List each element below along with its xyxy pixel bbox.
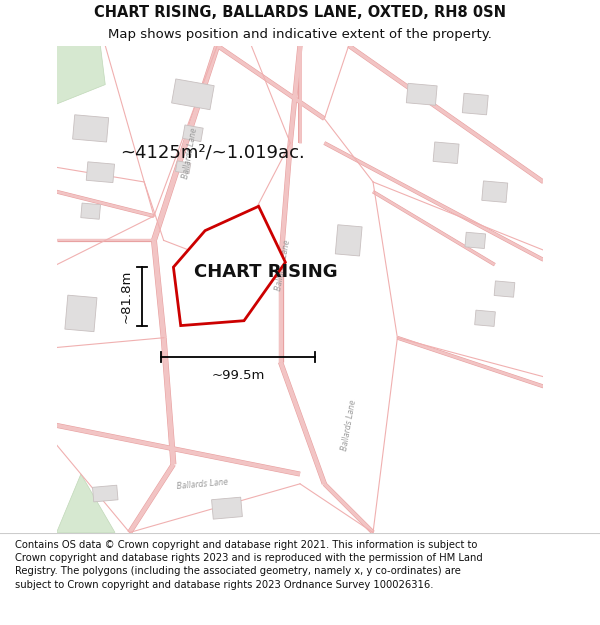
Bar [212,497,242,519]
Text: ~4125m²/~1.019ac.: ~4125m²/~1.019ac. [120,144,305,162]
Bar [73,115,109,142]
Bar [335,225,362,256]
Text: Ballards Lane: Ballards Lane [182,126,199,179]
Bar [176,161,191,174]
Bar [182,125,203,142]
Bar [433,142,459,164]
Bar [86,162,115,182]
Bar [81,203,100,219]
Polygon shape [56,474,115,532]
Bar [463,93,488,115]
Bar [172,79,214,109]
Bar [406,83,437,105]
Text: Map shows position and indicative extent of the property.: Map shows position and indicative extent… [108,28,492,41]
Bar [65,295,97,332]
Polygon shape [56,46,105,104]
Text: Ballards Lane: Ballards Lane [176,477,229,491]
Text: Ballards Lane: Ballards Lane [340,399,358,452]
Text: ~99.5m: ~99.5m [211,369,265,382]
Text: ~81.8m: ~81.8m [120,269,133,323]
Bar [494,281,515,297]
Text: CHART RISING, BALLARDS LANE, OXTED, RH8 0SN: CHART RISING, BALLARDS LANE, OXTED, RH8 … [94,5,506,20]
Text: Ballards Lane: Ballards Lane [274,239,292,291]
Text: CHART RISING: CHART RISING [194,263,338,281]
Bar [475,310,496,326]
Bar [465,232,485,249]
Bar [482,181,508,203]
Polygon shape [173,206,286,326]
Bar [92,485,118,502]
Text: Contains OS data © Crown copyright and database right 2021. This information is : Contains OS data © Crown copyright and d… [15,540,483,589]
